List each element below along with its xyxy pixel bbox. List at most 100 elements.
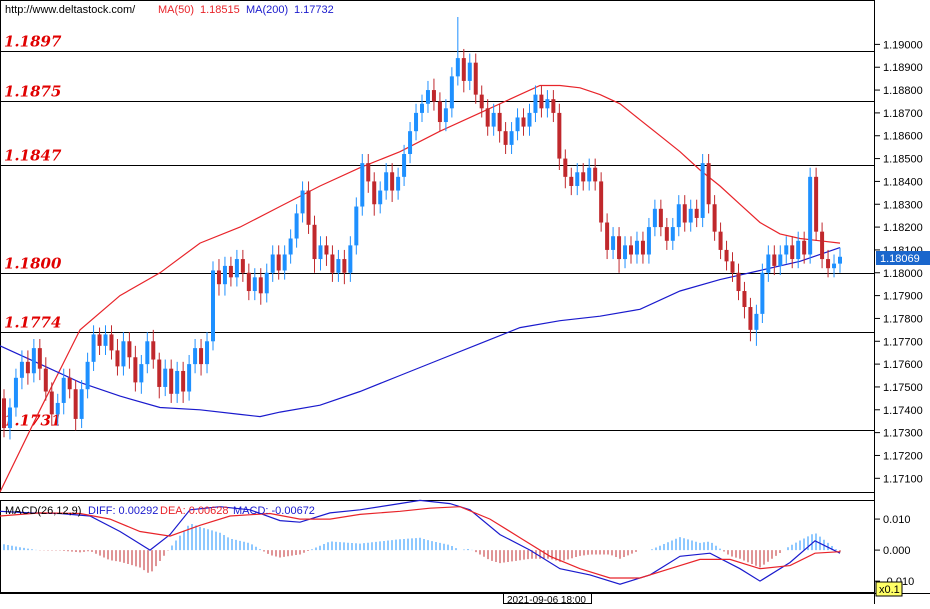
candle-body (754, 313, 759, 330)
price-tick-label: 1.17300 (883, 428, 923, 440)
candle-body (682, 204, 687, 223)
candle-body (85, 361, 90, 390)
candle-body (414, 112, 419, 132)
candle-body (115, 350, 120, 367)
candle-body (790, 245, 795, 260)
candle-body (169, 368, 174, 394)
moving-averages (0, 84, 841, 493)
candle-body (778, 254, 783, 266)
candle-body (306, 190, 311, 225)
candle-body (222, 265, 227, 285)
candle-body (527, 112, 532, 127)
price-tick-label: 1.17400 (883, 405, 923, 417)
candle-body (539, 94, 544, 109)
candle-body (282, 254, 287, 271)
candle-body (724, 249, 729, 262)
candle-body (431, 90, 436, 102)
current-price-value: 1.18069 (880, 253, 920, 265)
candle-body (772, 254, 777, 266)
candle-body (760, 272, 765, 314)
candle-body (646, 227, 651, 255)
price-tick-label: 1.17100 (883, 473, 923, 485)
candle-body (157, 359, 162, 387)
candle-body (199, 348, 204, 365)
candle-body (73, 389, 78, 419)
candle-body (312, 224, 317, 260)
level-label: 1.1774 (4, 314, 61, 332)
candle-body (676, 204, 681, 228)
site-url[interactable]: http://www.deltastock.com/ (5, 4, 136, 16)
candle-body (342, 259, 347, 273)
price-axis: 1.19000 1.18900 1.18800 1.18700 1.18600 1.185… (874, 39, 923, 485)
candle-body (97, 334, 102, 346)
candle-body (617, 236, 622, 260)
macd-diff-line (0, 499, 841, 585)
candle-body (640, 240, 645, 255)
macd-dea-line (0, 506, 841, 579)
candle-body (7, 407, 12, 429)
candle-body (294, 213, 299, 239)
candle-body (832, 263, 837, 269)
candle-body (766, 254, 771, 273)
candle-body (276, 254, 281, 271)
candle-body (318, 245, 323, 260)
candle-body (336, 259, 341, 273)
current-price-tag (876, 251, 930, 265)
candle-body (354, 206, 359, 246)
ma200-value: 1.17732 (294, 4, 334, 16)
price-tick-label: 1.18900 (883, 62, 923, 74)
candle-body (300, 190, 305, 214)
ma50-label: MA(50) (158, 4, 194, 16)
candle-body (563, 158, 568, 177)
candle-body (700, 163, 705, 218)
price-tick-label: 1.17200 (883, 450, 923, 462)
level-label: 1.1800 (4, 255, 62, 273)
candle-body (211, 270, 215, 342)
candle-body (545, 99, 550, 109)
candle-body (808, 176, 813, 255)
candle-body (730, 261, 735, 273)
ma50-value: 1.18515 (200, 4, 240, 16)
candle-body (330, 254, 335, 273)
zoom-label: x0.1 (879, 584, 900, 596)
level-label: 1.1897 (4, 33, 62, 51)
candle-body (634, 240, 639, 255)
candle-body (79, 389, 84, 419)
candle-body (252, 277, 257, 292)
level-label: 1.1731 (4, 412, 61, 430)
candle-body (13, 377, 18, 408)
price-tick-label: 1.18400 (883, 176, 923, 188)
candle-body (449, 76, 454, 109)
candle-body (670, 227, 675, 241)
candle-body (109, 334, 114, 351)
candle-body (372, 181, 377, 205)
price-tick-label: 1.18200 (883, 222, 923, 234)
candle-body (742, 291, 747, 308)
candle-body (91, 334, 96, 362)
candle-body (145, 341, 150, 365)
candle-body (796, 240, 801, 260)
candle-body (408, 131, 413, 155)
candle-body (652, 208, 657, 228)
zoom-box[interactable] (875, 581, 903, 597)
candle-body (127, 341, 132, 358)
candle-body (533, 94, 538, 113)
candle-body (515, 117, 520, 132)
candle-body (49, 391, 54, 415)
price-tick-label: 1.17600 (883, 359, 923, 371)
price-tick-label: 1.17500 (883, 382, 923, 394)
candle-body (718, 231, 723, 250)
candle-body (611, 236, 616, 250)
candle-body (664, 227, 669, 241)
candle-body (193, 348, 198, 365)
candle-body (187, 364, 192, 392)
price-tick-label: 1.18300 (883, 199, 923, 211)
candle-body (712, 204, 717, 232)
candle-body (455, 58, 460, 77)
macd-tick-label: 0.000 (883, 545, 911, 557)
candle-body (784, 245, 789, 255)
